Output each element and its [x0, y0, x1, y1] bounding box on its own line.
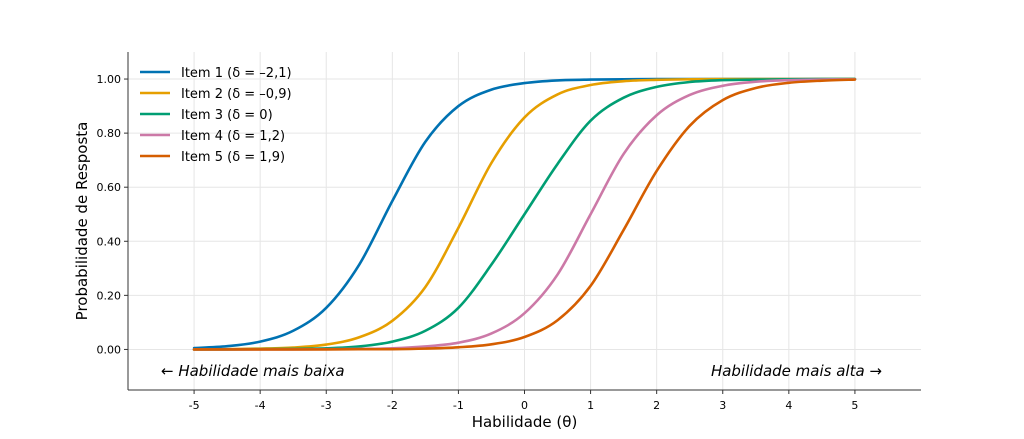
series-line-item-5	[192, 78, 857, 351]
y-tick-label-2: 0.40	[97, 235, 122, 248]
x-axis-title: Habilidade (θ)	[472, 413, 578, 431]
legend-label-item-1: Item 1 (δ = –2,1)	[181, 66, 292, 81]
series-lines	[192, 77, 857, 351]
legend-label-item-2: Item 2 (δ = –0,9)	[181, 87, 292, 102]
x-tick-label-7: 2	[653, 399, 660, 412]
y-tick-label-1: 0.20	[97, 289, 122, 302]
y-tick-label-0: 0.00	[97, 343, 122, 356]
annotations: ← Habilidade mais baixa Habilidade mais …	[161, 362, 882, 380]
x-tick-label-8: 3	[719, 399, 726, 412]
y-tick-label-5: 1.00	[97, 73, 122, 86]
legend: Item 1 (δ = –2,1) Item 2 (δ = –0,9) Item 3…	[140, 66, 292, 165]
x-tick-label-3: -2	[387, 399, 398, 412]
grid	[128, 52, 921, 390]
x-tick-label-9: 4	[785, 399, 792, 412]
legend-label-item-3: Item 3 (δ = 0)	[181, 108, 273, 123]
y-axis-title: Probabilidade de Resposta	[73, 122, 91, 321]
legend-label-item-5: Item 5 (δ = 1,9)	[181, 150, 285, 165]
annotation-high-ability: Habilidade mais alta →	[711, 362, 882, 380]
x-tick-label-6: 1	[587, 399, 594, 412]
x-tick-label-0: -5	[189, 399, 200, 412]
x-tick-label-1: -4	[255, 399, 266, 412]
x-tick-label-4: -1	[453, 399, 464, 412]
y-tick-label-3: 0.60	[97, 181, 122, 194]
annotation-low-ability: ← Habilidade mais baixa	[161, 362, 345, 380]
y-tick-label-4: 0.80	[97, 127, 122, 140]
legend-label-item-4: Item 4 (δ = 1,2)	[181, 129, 285, 144]
x-tick-label-2: -3	[321, 399, 332, 412]
x-tick-label-5: 0	[521, 399, 528, 412]
ticks: -5 -4 -3 -2 -1 0 1 2 3 4 5 0.00 0.20 0.40 0.60 0.80 1.00	[97, 73, 859, 412]
x-tick-label-10: 5	[851, 399, 858, 412]
